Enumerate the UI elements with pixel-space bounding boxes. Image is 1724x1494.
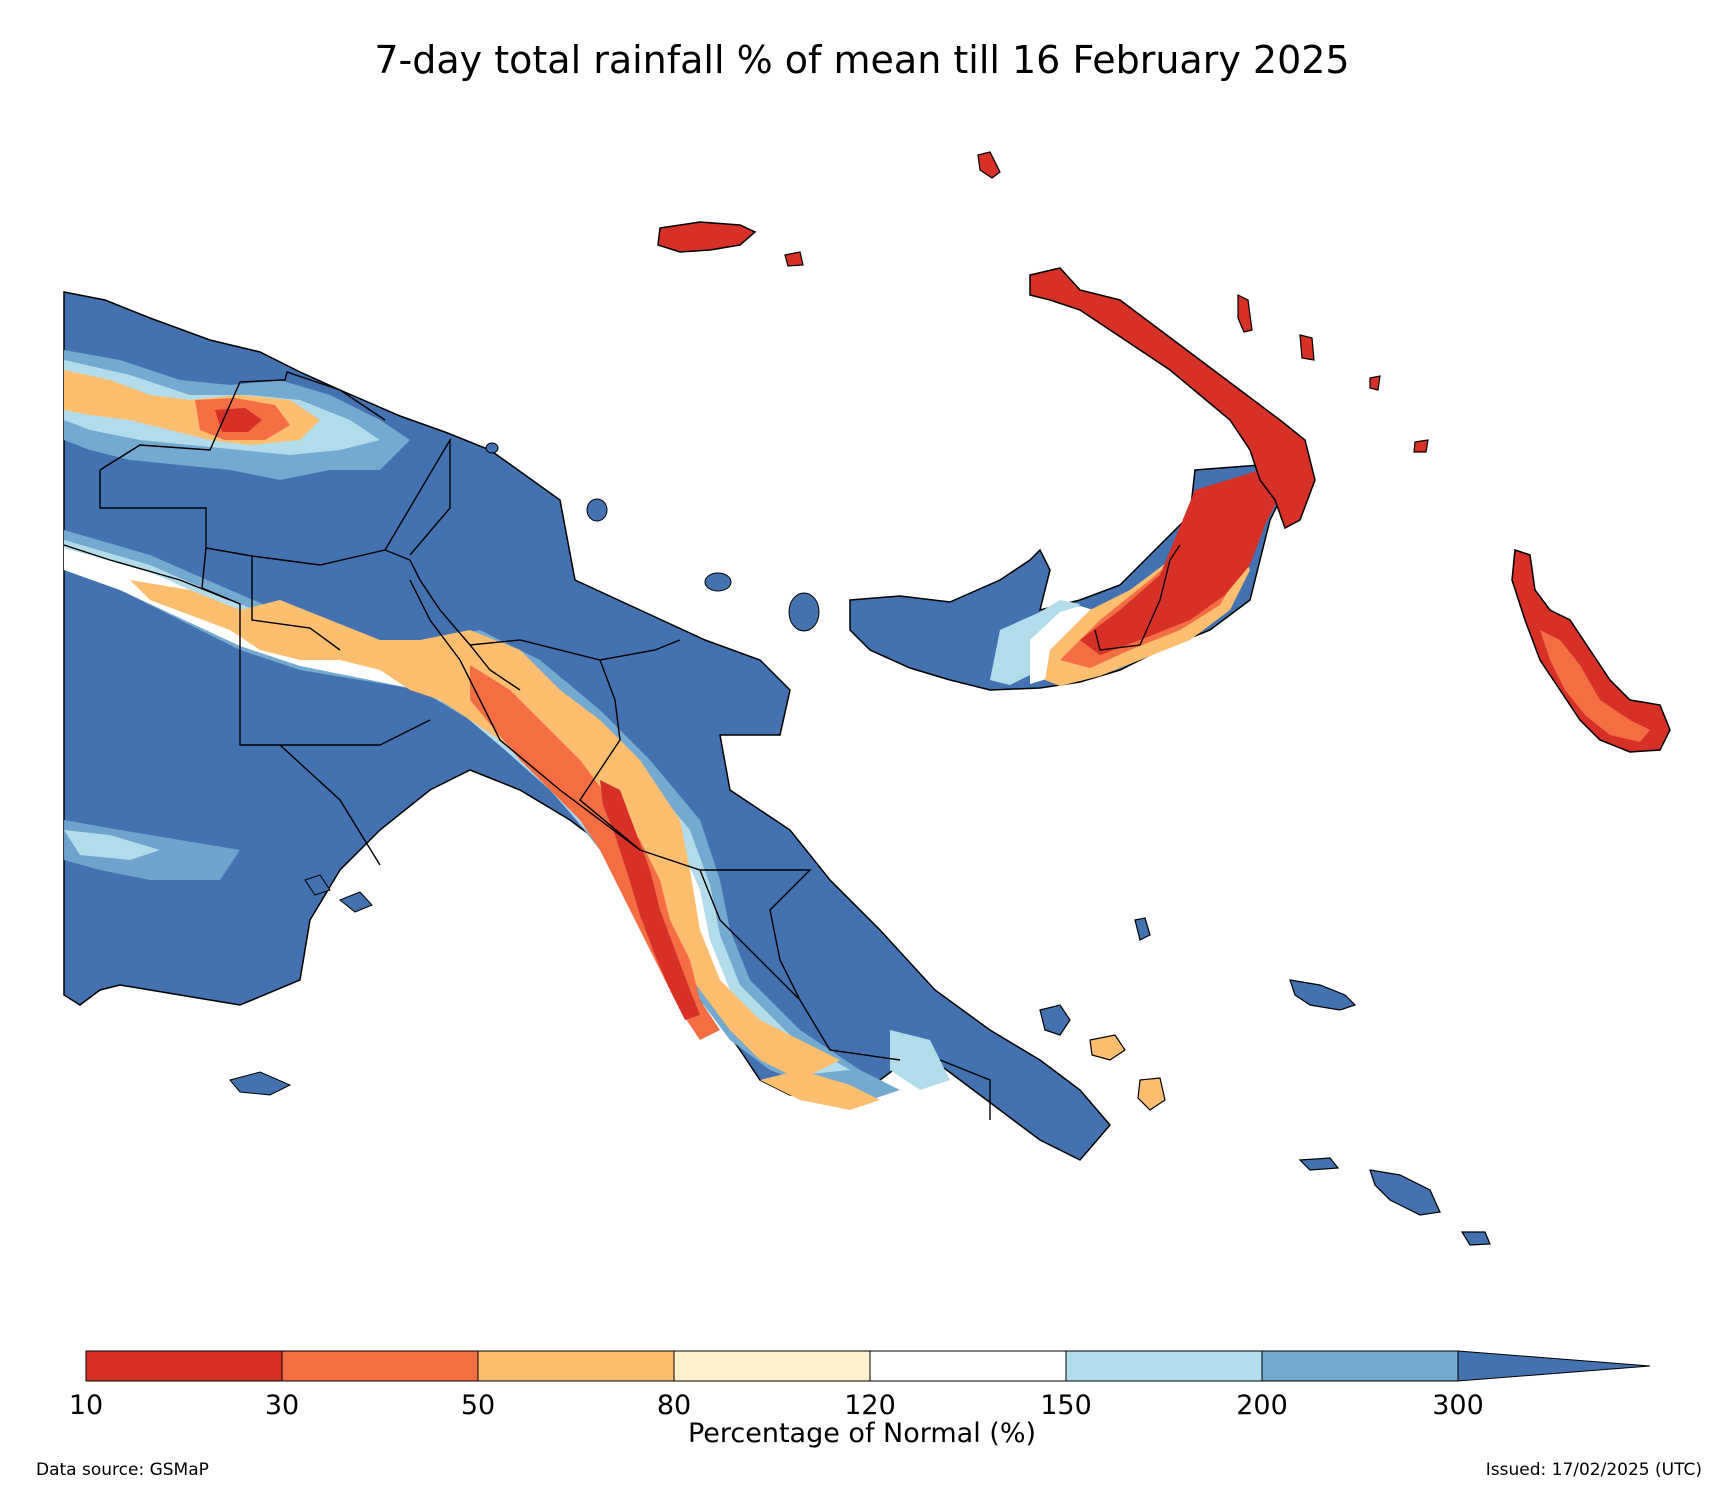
bougainville-dry	[1540, 630, 1650, 742]
southeast-wet	[890, 1030, 950, 1090]
new-britain-dry-extreme	[1080, 470, 1285, 655]
colorbar-tick: 300	[1432, 1390, 1484, 1421]
colorbar-tick: 50	[460, 1390, 496, 1421]
colorbar-tick: 150	[1040, 1390, 1092, 1421]
delta-islands	[229, 874, 373, 1096]
colorbar-bin-200-300	[1261, 1350, 1459, 1382]
north-coast-islands	[485, 442, 820, 632]
colorbar-bin-50-80	[477, 1350, 675, 1382]
colorbar-bin-150-200	[1065, 1350, 1263, 1382]
colorbar-bin-10-30	[85, 1350, 283, 1382]
milne-bay-islands	[1039, 917, 1491, 1246]
colorbar-tick: 10	[68, 1390, 104, 1421]
manus-island	[657, 221, 757, 253]
issued-date-note: Issued: 17/02/2025 (UTC)	[1485, 1460, 1702, 1480]
colorbar	[85, 1350, 1651, 1382]
west-wet-inner	[64, 830, 160, 860]
colorbar-tick: 80	[656, 1390, 692, 1421]
colorbar-title: Percentage of Normal (%)	[687, 1418, 1037, 1449]
colorbar-bin-80-120	[673, 1350, 871, 1382]
northern-islands	[784, 151, 1429, 453]
colorbar-tick: 200	[1236, 1390, 1288, 1421]
new-ireland	[1029, 267, 1316, 530]
colorbar-bin-120-150	[869, 1350, 1067, 1382]
colorbar-tick: 30	[264, 1390, 300, 1421]
bougainville	[1511, 548, 1671, 753]
colorbar-bin-30-50	[281, 1350, 479, 1382]
north-dry-extreme	[215, 408, 262, 432]
highlands-dry-extreme	[600, 780, 700, 1020]
southeast-below	[760, 1070, 880, 1110]
dentrecasteaux-islands	[1089, 1034, 1166, 1111]
map-title: 7-day total rainfall % of mean till 16 F…	[374, 38, 1350, 82]
colorbar-tick: 120	[844, 1390, 896, 1421]
new-britain-boundary	[1094, 544, 1181, 651]
data-source-note: Data source: GSMaP	[36, 1460, 209, 1480]
province-boundaries	[63, 371, 991, 1120]
colorbar-extend-arrow	[1457, 1350, 1651, 1382]
